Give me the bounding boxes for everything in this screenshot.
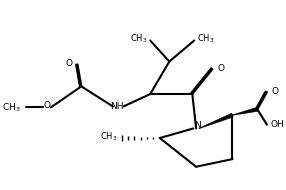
Text: O: O (217, 64, 224, 73)
Text: CH$_3$: CH$_3$ (197, 32, 214, 45)
Text: NH: NH (110, 102, 124, 111)
Text: O: O (66, 59, 73, 68)
Text: OH: OH (271, 120, 285, 129)
Polygon shape (233, 107, 258, 115)
Polygon shape (199, 113, 233, 129)
Text: CH$_3$: CH$_3$ (130, 32, 147, 45)
Text: CH$_3$: CH$_3$ (1, 101, 20, 114)
Text: O: O (272, 87, 279, 96)
Text: CH$_3$: CH$_3$ (100, 131, 118, 143)
Text: O: O (43, 101, 50, 110)
Text: N: N (194, 121, 200, 130)
